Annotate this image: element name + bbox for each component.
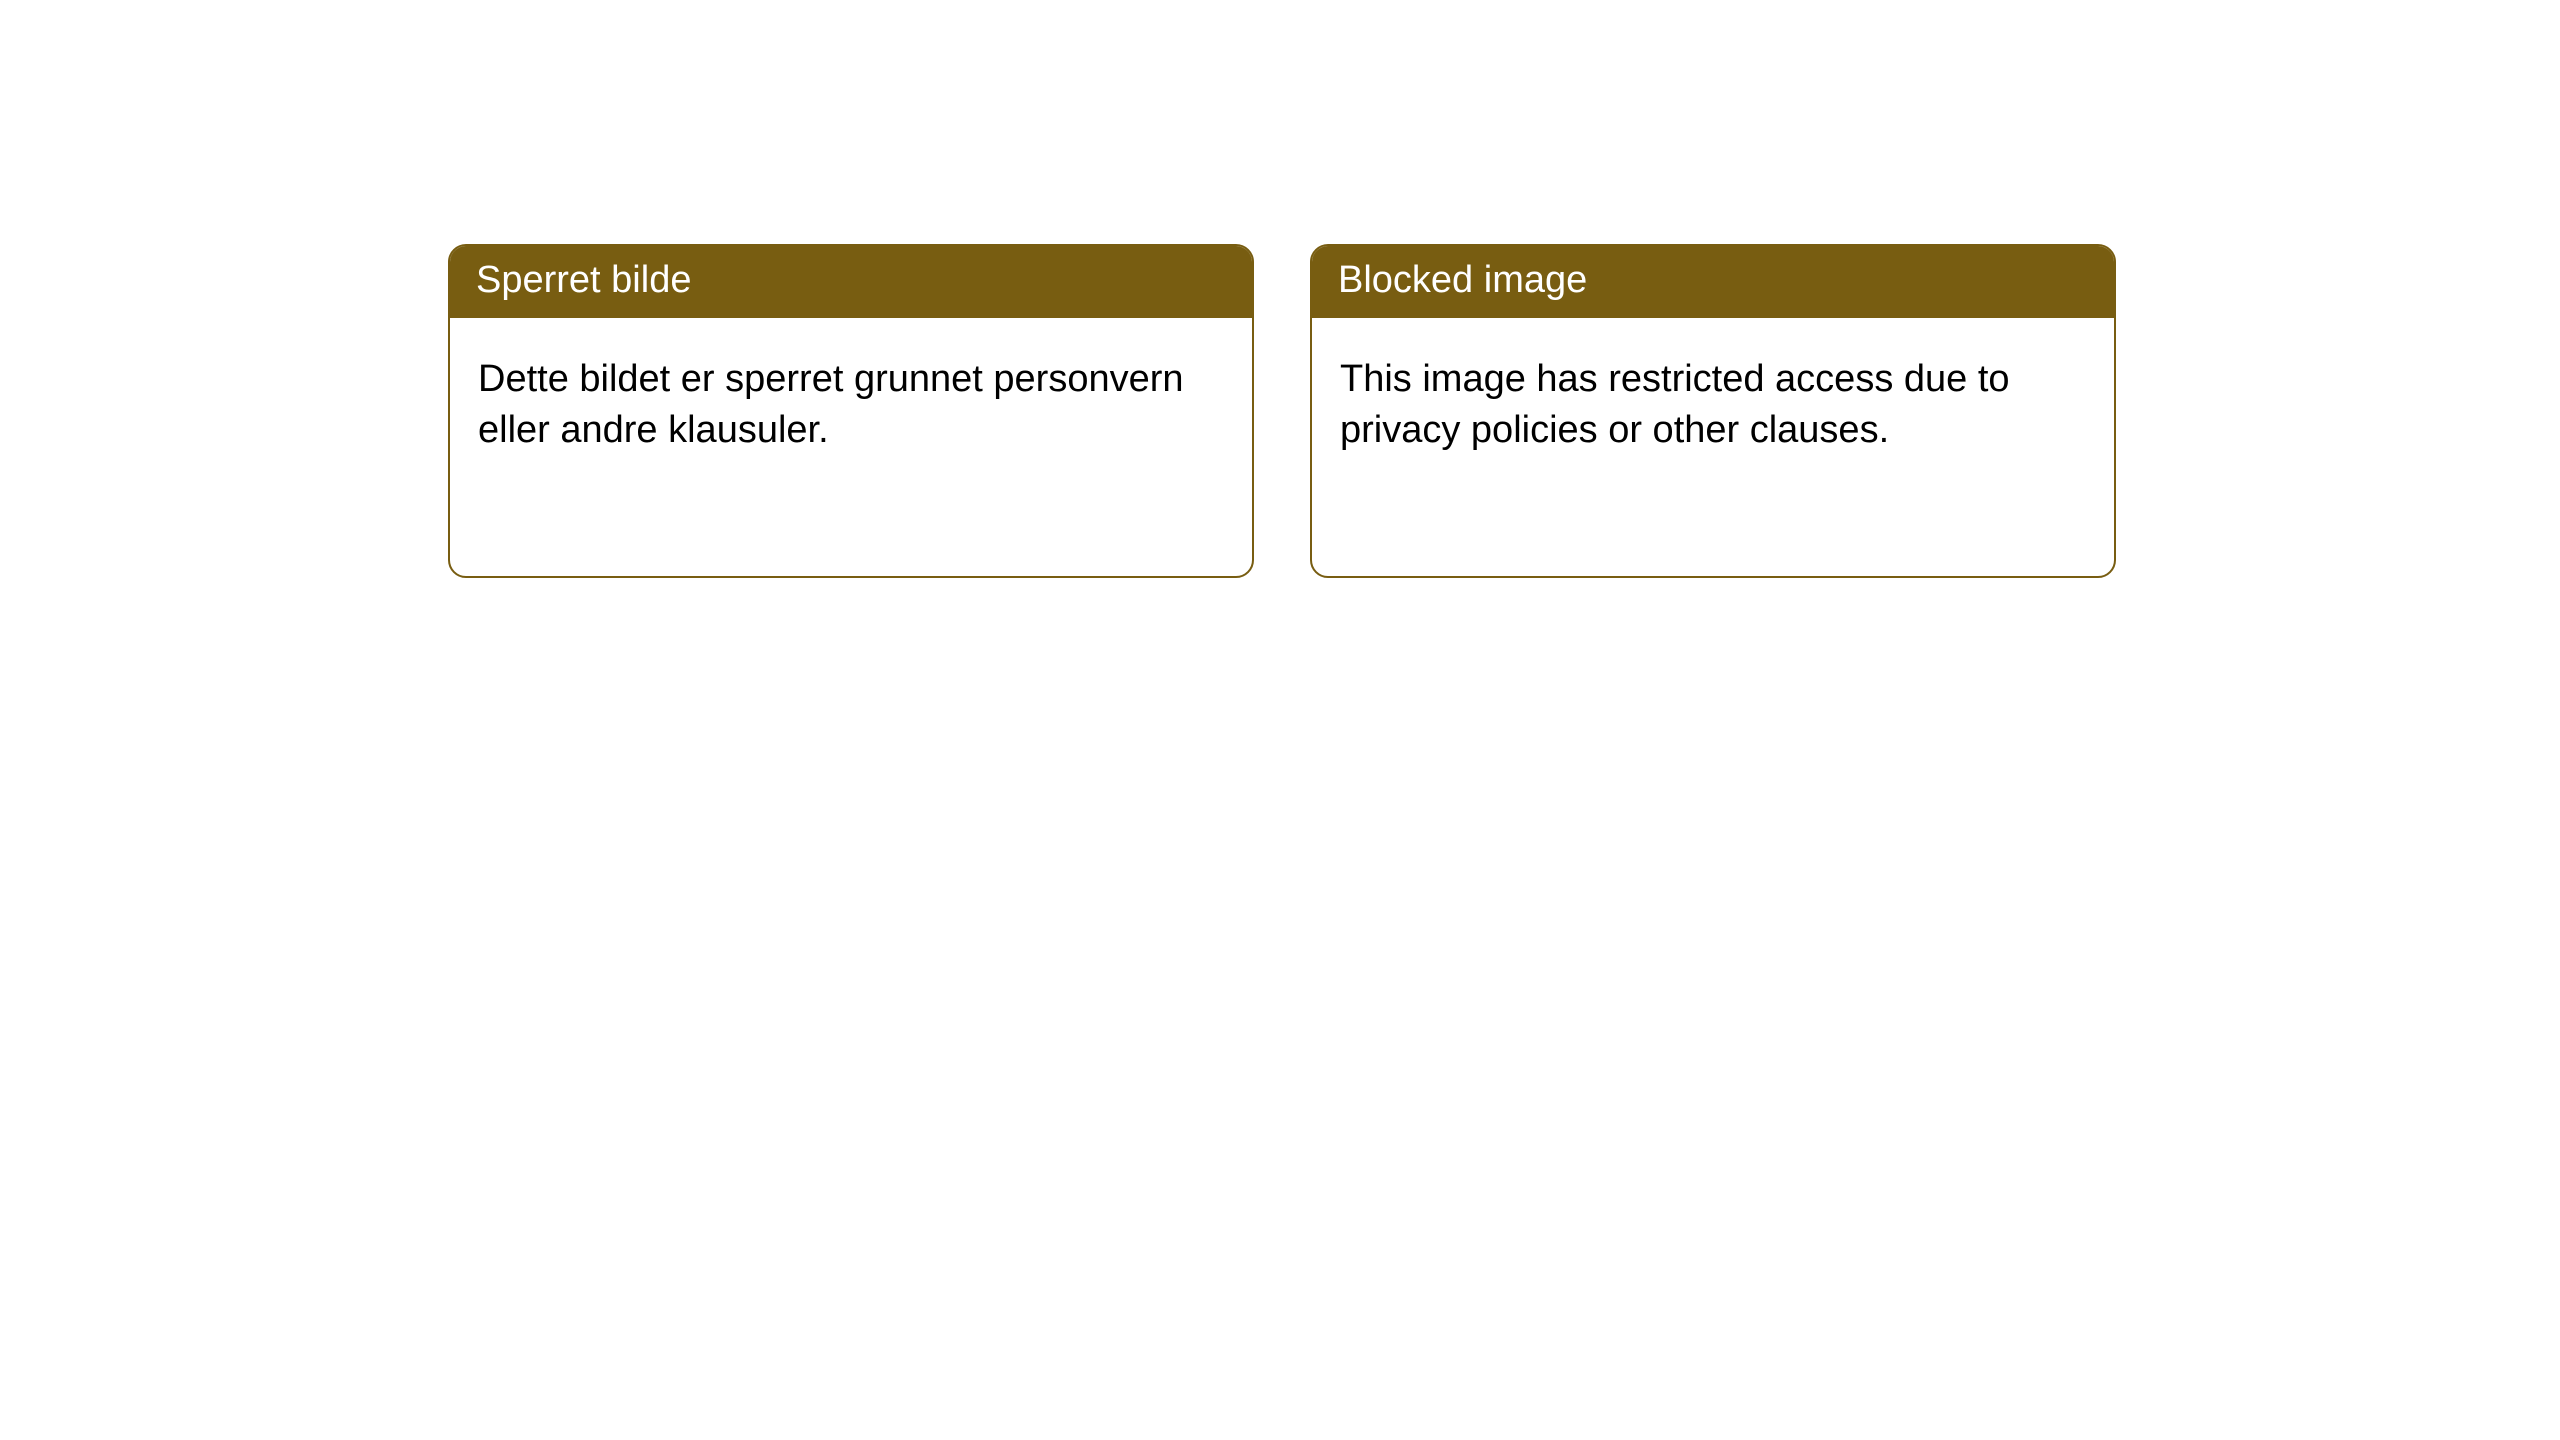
notice-cards-container: Sperret bilde Dette bildet er sperret gr…	[0, 0, 2560, 578]
notice-card-body: This image has restricted access due to …	[1312, 318, 2114, 485]
notice-card-title: Sperret bilde	[450, 246, 1252, 318]
notice-card-no: Sperret bilde Dette bildet er sperret gr…	[448, 244, 1254, 578]
notice-card-title: Blocked image	[1312, 246, 2114, 318]
notice-card-en: Blocked image This image has restricted …	[1310, 244, 2116, 578]
notice-card-body: Dette bildet er sperret grunnet personve…	[450, 318, 1252, 485]
